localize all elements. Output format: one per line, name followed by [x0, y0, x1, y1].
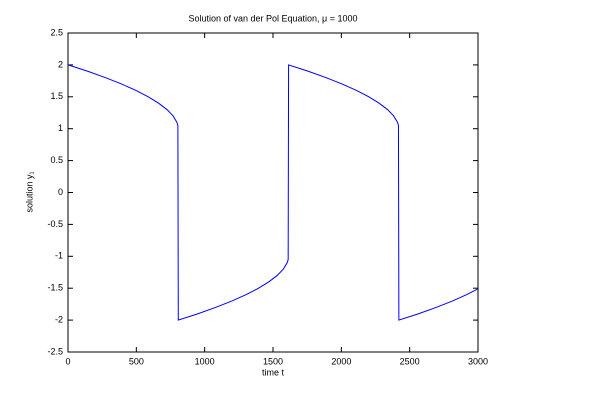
- x-tick-label: 1500: [263, 356, 283, 366]
- x-tick-label: 2500: [400, 356, 420, 366]
- y-tick-label: -0.5: [47, 219, 63, 229]
- x-tick-label: 3000: [468, 356, 488, 366]
- y-tick-label: -2.5: [47, 346, 63, 356]
- plot-frame: [67, 32, 479, 353]
- x-tick-label: 500: [129, 356, 144, 366]
- x-tick-label: 0: [65, 356, 70, 366]
- x-axis-label: time t: [262, 367, 285, 377]
- y-tick-label: 0: [58, 187, 63, 197]
- y-tick-label: 2: [58, 59, 63, 69]
- y-tick-label: 1.5: [50, 91, 63, 101]
- chart-title: Solution of van der Pol Equation, μ = 10…: [188, 13, 357, 23]
- data-line: [67, 64, 479, 321]
- x-tick-label: 1000: [195, 356, 215, 366]
- y-tick-label: 1: [58, 123, 63, 133]
- y-tick-label: -2: [55, 314, 63, 324]
- y-axis-label: solution y₁: [24, 171, 34, 212]
- y-tick-label: -1.5: [47, 283, 63, 293]
- y-tick-label: 2.5: [50, 27, 63, 37]
- x-tick-label: 2000: [331, 356, 351, 366]
- y-tick-label: -1: [55, 251, 63, 261]
- y-tick-label: 0.5: [50, 155, 63, 165]
